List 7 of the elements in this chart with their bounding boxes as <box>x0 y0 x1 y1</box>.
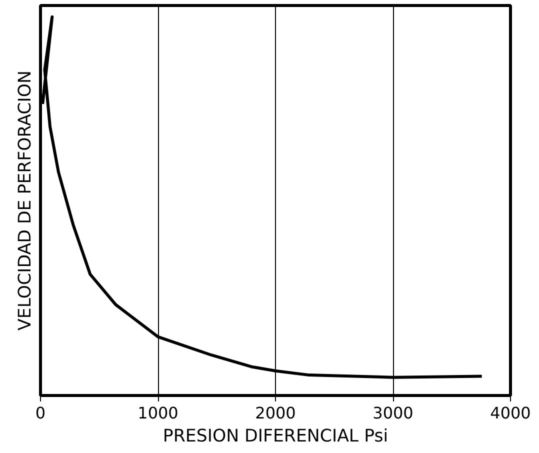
x-axis-title: PRESION DIFERENCIAL Psi <box>162 426 388 446</box>
y-axis-title: VELOCIDAD DE PERFORACION <box>16 70 36 330</box>
x-tick-label: 4000 <box>490 404 531 422</box>
x-tick-label: 2000 <box>255 404 296 422</box>
x-tick-label: 3000 <box>372 404 414 422</box>
x-tick-label: 0 <box>35 404 46 422</box>
x-tick-label: 1000 <box>138 404 178 422</box>
